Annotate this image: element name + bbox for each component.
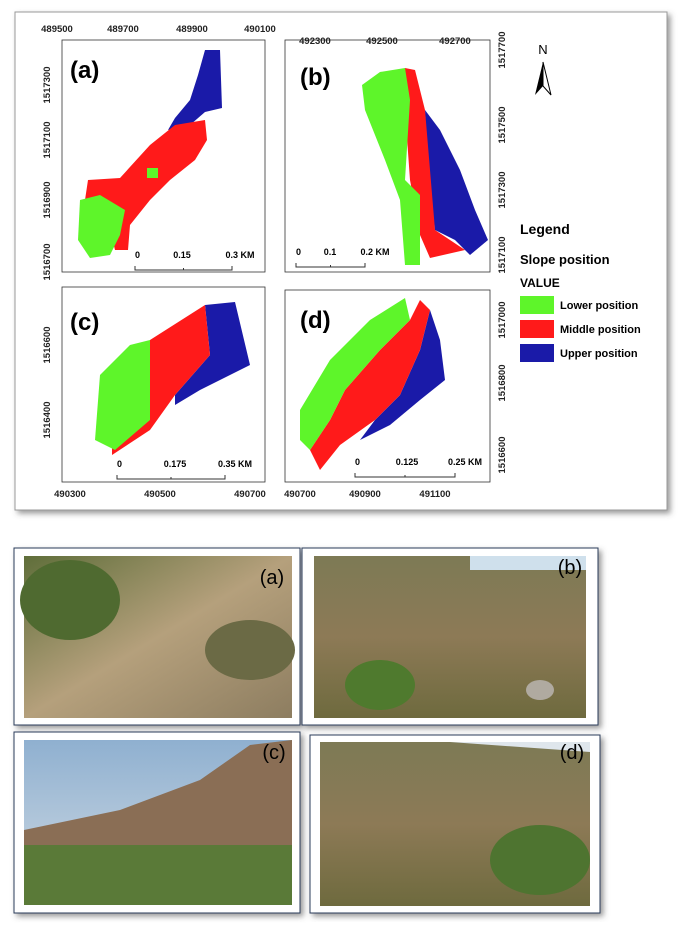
map-b-shapes bbox=[362, 68, 488, 265]
legend-title: Legend bbox=[520, 221, 570, 237]
x-coordinate: 489700 bbox=[107, 24, 139, 35]
legend-subtitle: Slope position bbox=[520, 252, 610, 267]
y-coordinate: 1516600 bbox=[497, 437, 508, 474]
x-coordinate: 489900 bbox=[176, 24, 208, 35]
scale-label: 0 bbox=[135, 250, 140, 260]
legend-item: Upper position bbox=[560, 348, 638, 360]
y-coordinate: 1517000 bbox=[497, 302, 508, 339]
scale-label: 0.2 KM bbox=[360, 247, 389, 257]
x-coordinate: 491100 bbox=[419, 489, 450, 500]
y-coordinate: 1517300 bbox=[42, 67, 53, 104]
map-label: (c) bbox=[70, 309, 99, 336]
legend-item: Lower position bbox=[560, 300, 639, 312]
scale-label: 0.125 bbox=[396, 457, 419, 467]
photo-label: (c) bbox=[262, 742, 285, 764]
x-coordinate: 492700 bbox=[439, 36, 471, 47]
y-coordinate: 1517100 bbox=[42, 122, 53, 159]
scale-label: 0 bbox=[355, 457, 360, 467]
north-label: N bbox=[538, 42, 547, 57]
y-coordinate: 1517300 bbox=[497, 172, 508, 209]
scale-label: 0.15 bbox=[173, 250, 191, 260]
legend-item: Middle position bbox=[560, 324, 641, 336]
x-coordinate: 489500 bbox=[41, 24, 73, 35]
scale-label: 0.3 KM bbox=[225, 250, 254, 260]
y-coordinate: 1516800 bbox=[497, 365, 508, 402]
map-d-shapes bbox=[300, 298, 445, 470]
x-coordinate: 490900 bbox=[349, 489, 381, 500]
y-coordinate: 1516600 bbox=[42, 327, 53, 364]
x-coordinate: 492500 bbox=[366, 36, 398, 47]
scale-bar bbox=[116, 475, 226, 480]
map-label: (a) bbox=[70, 57, 99, 84]
y-coordinate: 1516400 bbox=[42, 402, 53, 439]
y-coordinate: 1516900 bbox=[42, 182, 53, 219]
scale-label: 0.25 KM bbox=[448, 457, 482, 467]
photo-label: (d) bbox=[560, 742, 584, 764]
y-coordinate: 1517100 bbox=[497, 237, 508, 274]
y-coordinate: 1517700 bbox=[497, 32, 508, 69]
legend: Legend Slope position VALUE Lower positi… bbox=[520, 221, 641, 362]
scale-label: 0.35 KM bbox=[218, 459, 252, 469]
photo-label: (a) bbox=[260, 567, 284, 589]
scale-label: 0.175 bbox=[164, 459, 187, 469]
map-label: (d) bbox=[300, 307, 331, 334]
y-coordinate: 1516700 bbox=[42, 244, 53, 281]
scale-bar bbox=[134, 266, 233, 271]
x-coordinate: 490300 bbox=[54, 489, 86, 500]
north-arrow: N bbox=[535, 42, 552, 96]
scale-label: 0.1 bbox=[324, 247, 337, 257]
scale-bar bbox=[295, 263, 366, 268]
y-coordinate: 1517500 bbox=[497, 107, 508, 144]
x-coordinate: 490700 bbox=[234, 489, 266, 500]
photos: (a) (b) (c) (d) bbox=[13, 547, 601, 914]
x-coordinate: 490100 bbox=[244, 24, 276, 35]
photo-label: (b) bbox=[558, 557, 582, 579]
scale-label: 0 bbox=[296, 247, 301, 257]
x-coordinate: 490700 bbox=[284, 489, 316, 500]
x-coordinate: 490500 bbox=[144, 489, 176, 500]
x-coordinate: 492300 bbox=[299, 36, 331, 47]
map-c-shapes bbox=[95, 302, 250, 455]
map-label: (b) bbox=[300, 64, 331, 91]
legend-field: VALUE bbox=[520, 276, 560, 290]
scale-label: 0 bbox=[117, 459, 122, 469]
map-frames bbox=[61, 39, 491, 483]
map-a-shapes bbox=[78, 50, 222, 258]
scale-bar bbox=[354, 473, 456, 478]
